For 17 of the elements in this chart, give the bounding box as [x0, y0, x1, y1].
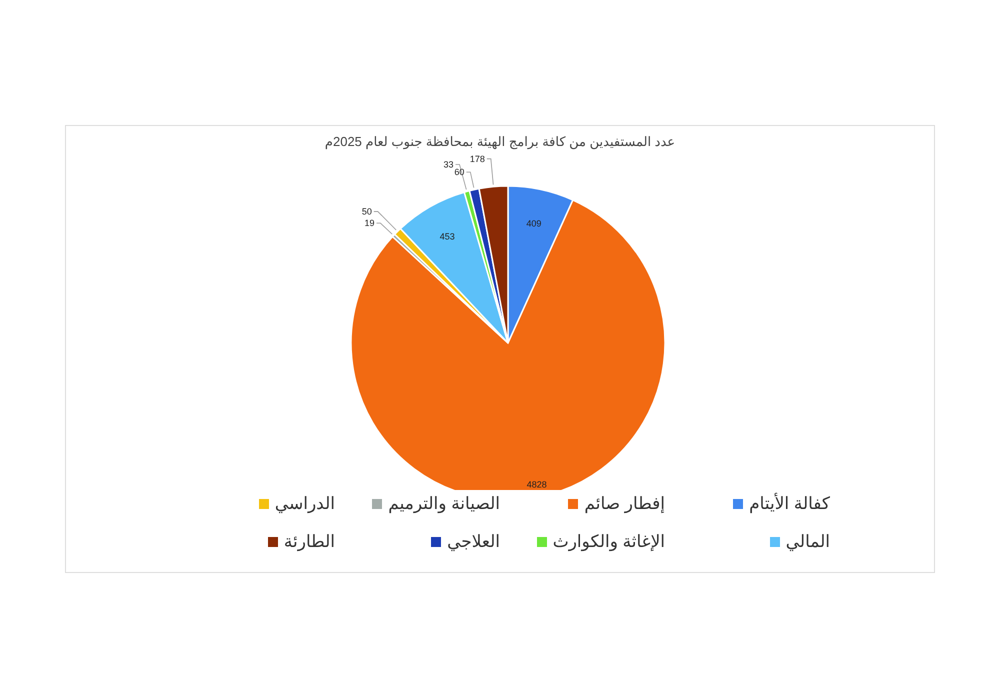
- data-label: 33: [444, 159, 454, 170]
- legend-label: كفالة الأيتام: [749, 494, 830, 514]
- data-label: 409: [526, 218, 542, 228]
- data-label: 50: [362, 206, 372, 217]
- legend-label: إفطار صائم: [584, 494, 665, 514]
- data-label: 60: [454, 167, 464, 178]
- data-label: 19: [364, 218, 374, 228]
- data-label: 453: [440, 232, 455, 242]
- legend-label: العلاجي: [447, 532, 500, 552]
- legend-label: الطارئة: [284, 532, 335, 552]
- data-label: 4828: [526, 480, 547, 490]
- data-label: 178: [470, 154, 485, 164]
- legend-label: الصيانة والترميم: [388, 494, 500, 514]
- legend-label: المالي: [786, 532, 830, 552]
- legend-label: الإغاثة والكوارث: [552, 532, 665, 552]
- legend-label: الدراسي: [274, 494, 335, 514]
- chart-title: عدد المستفيدين من كافة برامج الهيئة بمحافظة جنوب لعام 2025م: [324, 134, 676, 150]
